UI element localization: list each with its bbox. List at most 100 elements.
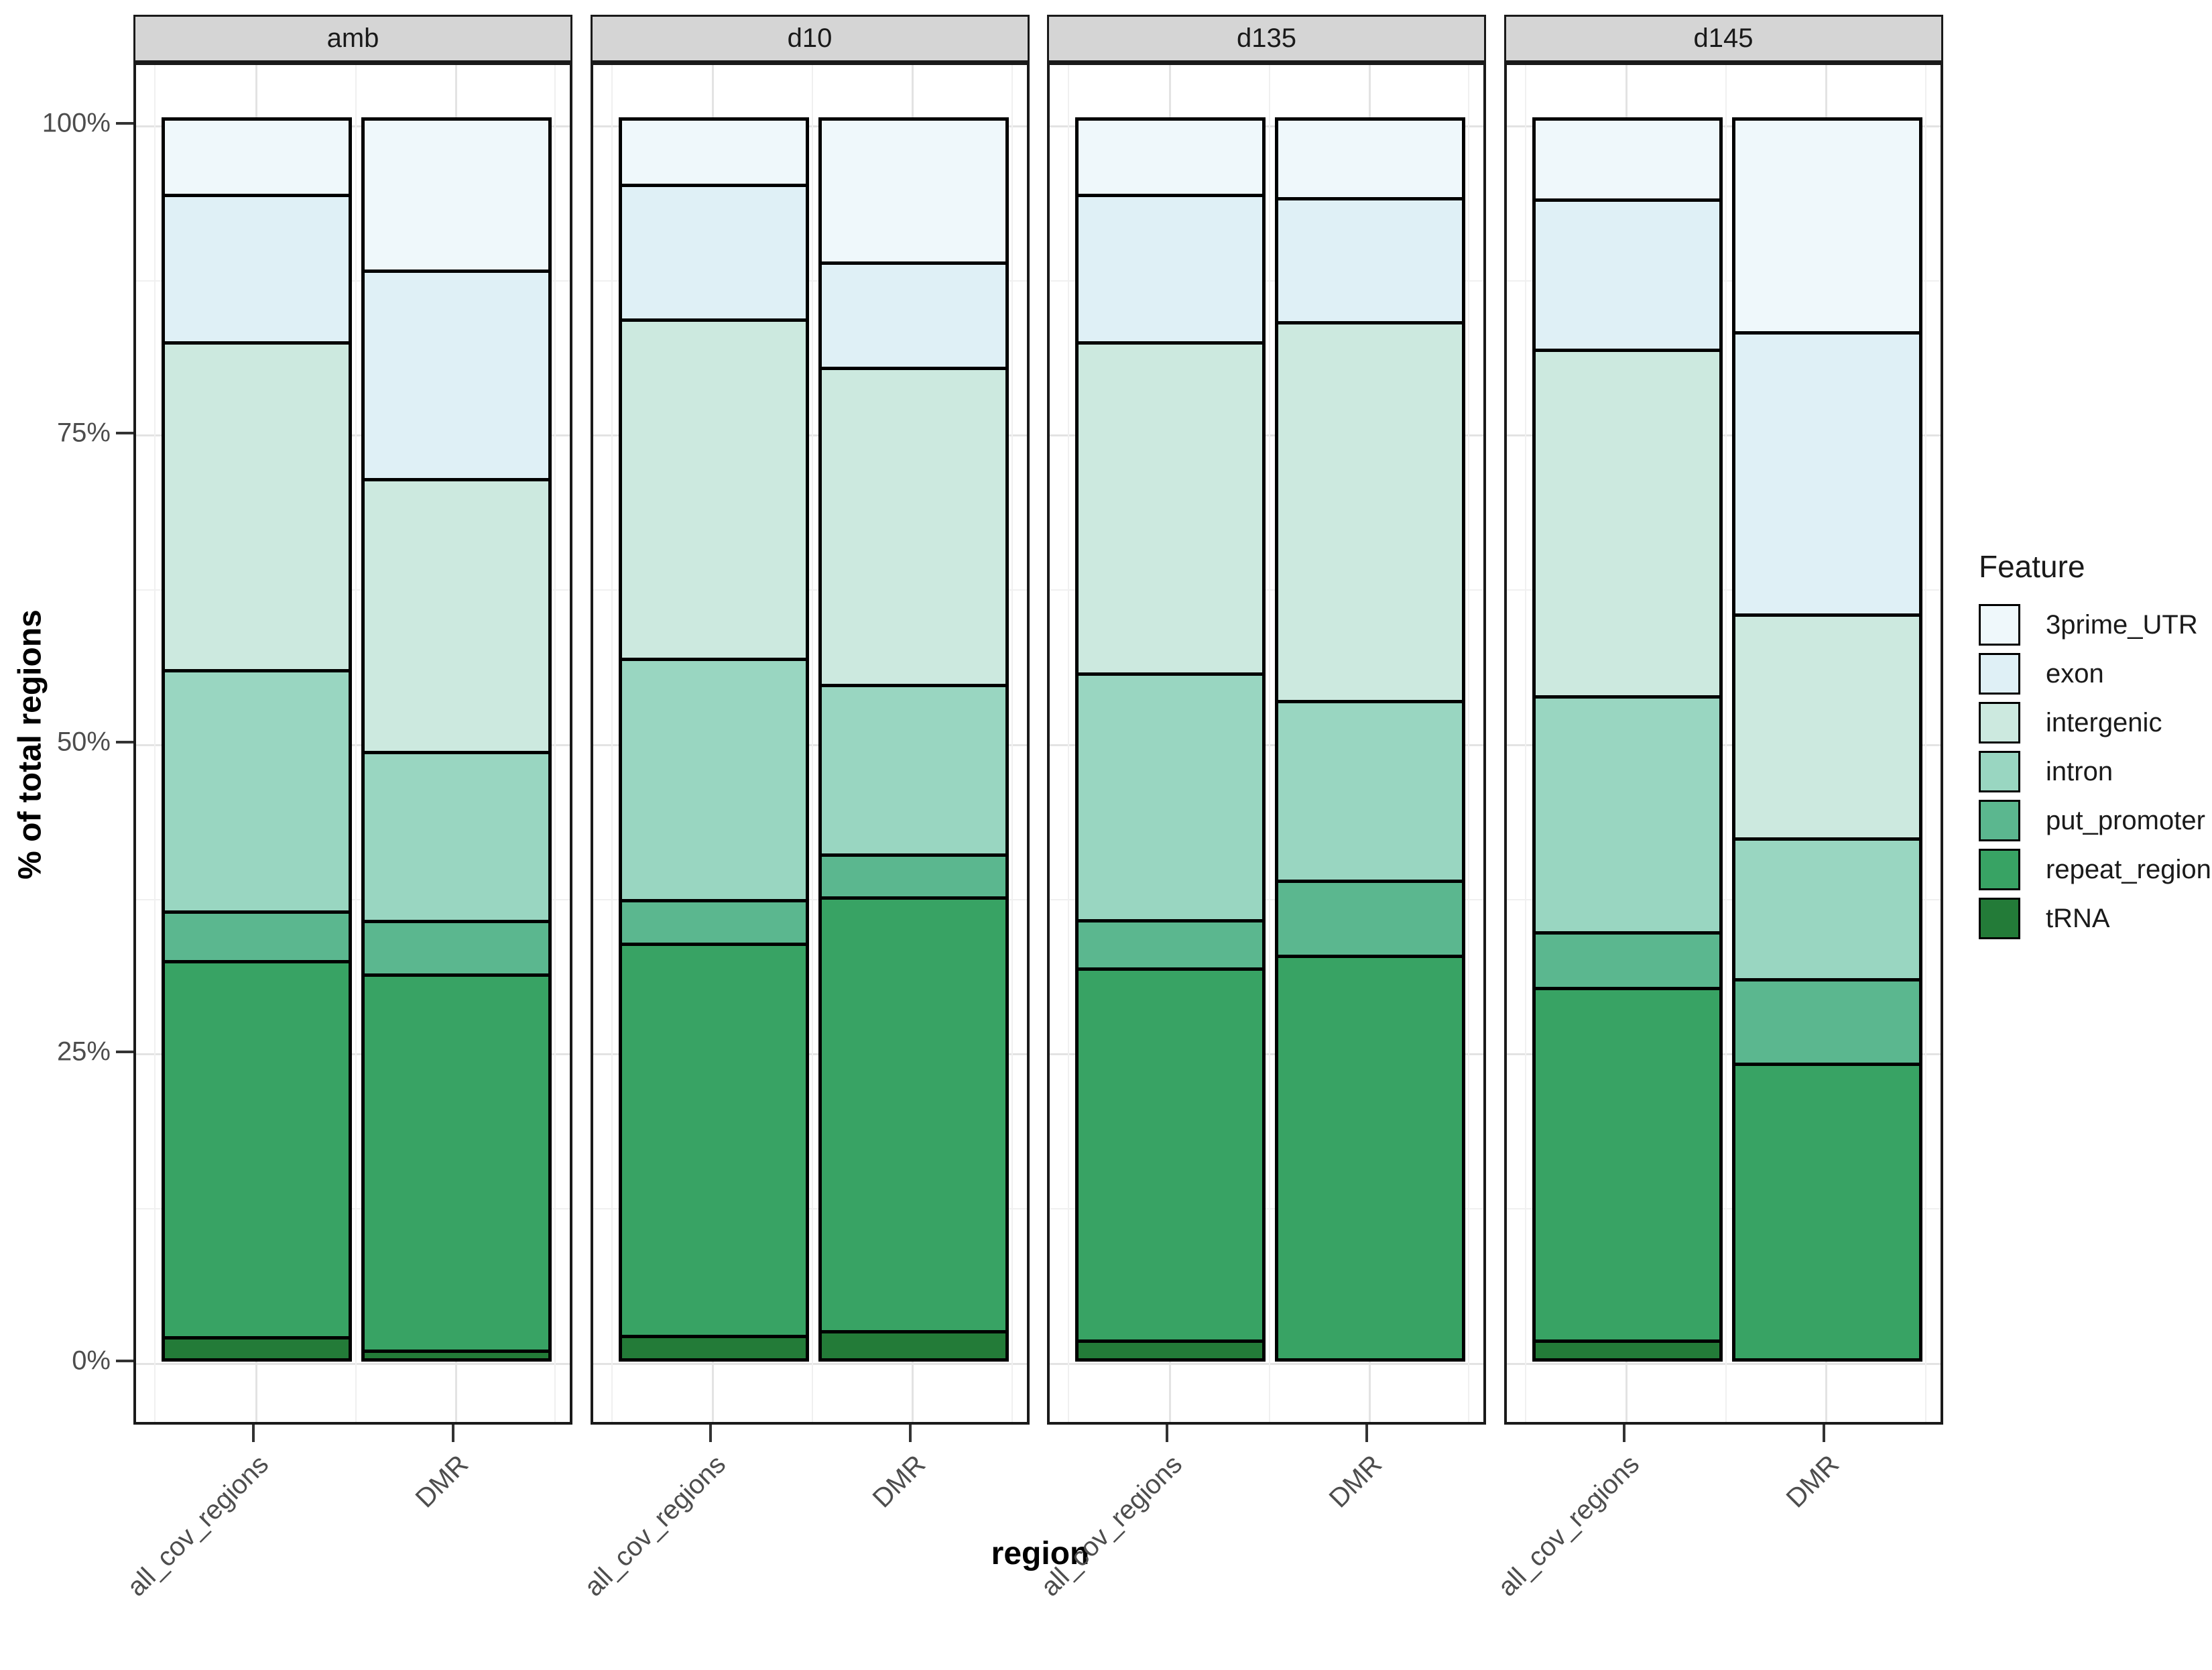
bar-segment-intergenic	[1278, 321, 1462, 700]
bar-segment-exon	[165, 193, 349, 341]
gridline-minor-vertical	[812, 65, 813, 1422]
gridline-minor-vertical	[554, 65, 556, 1422]
bar-segment-exon	[1735, 331, 1919, 613]
gridline-minor-vertical	[1725, 65, 1727, 1422]
gridline-major-horizontal	[1050, 743, 1483, 746]
bar-segment-put_promoter	[821, 853, 1005, 897]
bar-segment-exon	[821, 261, 1005, 367]
legend-label: 3prime_UTR	[2046, 609, 2198, 640]
x-axis-tick-mark	[452, 1425, 454, 1442]
bar-segment-intergenic	[365, 478, 548, 751]
bar-segment-tRNA	[365, 1350, 548, 1358]
legend-swatch-exon	[1979, 653, 2020, 695]
gridline-minor-horizontal	[1506, 898, 1941, 900]
facet-strip-label: d135	[1237, 23, 1296, 53]
legend-key: 3prime_UTR	[1979, 603, 2211, 646]
gridline-minor-vertical	[1068, 65, 1069, 1422]
bar-segment-tRNA	[821, 1329, 1005, 1358]
facet-panel	[133, 62, 572, 1425]
bar-segment-put_promoter	[621, 899, 806, 943]
bar-segment-intron	[1535, 695, 1719, 932]
gridline-minor-horizontal	[593, 898, 1027, 900]
x-axis-tick-mark	[1365, 1425, 1368, 1442]
gridline-major-horizontal	[593, 434, 1027, 436]
bar-segment-intron	[365, 750, 548, 920]
bar-segment-3prime_UTR	[365, 121, 548, 270]
y-axis-tick-mark	[116, 431, 133, 434]
legend-swatch-intron	[1979, 751, 2020, 792]
gridline-major-horizontal	[593, 1053, 1027, 1055]
facet-panel	[1047, 62, 1486, 1425]
gridline-major-horizontal	[136, 125, 570, 127]
gridline-minor-vertical	[154, 65, 156, 1422]
gridline-minor-vertical	[1524, 65, 1526, 1422]
gridline-major-horizontal	[1506, 434, 1941, 436]
gridline-minor-horizontal	[1050, 589, 1483, 591]
gridline-minor-vertical	[355, 65, 357, 1422]
y-axis-tick-mark	[116, 1360, 133, 1362]
legend-key: exon	[1979, 652, 2211, 695]
bar-segment-exon	[1278, 197, 1462, 322]
gridline-minor-horizontal	[593, 280, 1027, 282]
stacked-bar	[1731, 117, 1922, 1362]
bar-segment-tRNA	[1535, 1339, 1719, 1358]
y-axis-tick-mark	[116, 1050, 133, 1053]
bar-segment-3prime_UTR	[1278, 121, 1462, 198]
y-axis-tick-label: 50%	[56, 727, 111, 757]
stacked-bar-chart-figure: % of total regions region 0% 25% 50% 75% 100…	[12, 15, 2211, 1602]
y-axis-tick-label: 100%	[42, 108, 111, 138]
bar-segment-intron	[1278, 699, 1462, 880]
bar-segment-tRNA	[1079, 1339, 1262, 1358]
gridline-major-horizontal	[593, 1362, 1027, 1365]
bar-segment-repeat_region	[1535, 987, 1719, 1340]
legend-key: intergenic	[1979, 701, 2211, 744]
gridline-minor-horizontal	[593, 589, 1027, 591]
facet-strip: d145	[1503, 15, 1943, 62]
y-axis-tick-mark	[116, 741, 133, 743]
facet-strip-label: amb	[326, 23, 379, 53]
stacked-bar	[162, 117, 352, 1362]
bar-segment-put_promoter	[1278, 879, 1462, 955]
legend-swatch-repeat_region	[1979, 849, 2020, 890]
bar-segment-repeat_region	[821, 896, 1005, 1330]
bar-segment-intron	[165, 668, 349, 910]
gridline-minor-horizontal	[136, 280, 570, 282]
y-axis-tick-mark	[116, 122, 133, 125]
x-axis-tick-mark	[252, 1425, 255, 1442]
bar-segment-3prime_UTR	[821, 121, 1005, 262]
gridline-major-horizontal	[136, 1362, 570, 1365]
legend-key: intron	[1979, 750, 2211, 793]
legend-label: intron	[2046, 756, 2113, 786]
bar-segment-3prime_UTR	[621, 121, 806, 184]
gridline-minor-horizontal	[1506, 280, 1941, 282]
bar-segment-repeat_region	[621, 942, 806, 1335]
x-axis-tick-mark	[1166, 1425, 1168, 1442]
bar-segment-intron	[1735, 837, 1919, 979]
bar-segment-intergenic	[821, 367, 1005, 684]
bar-segment-intron	[821, 683, 1005, 853]
bar-segment-put_promoter	[1079, 918, 1262, 967]
gridline-minor-vertical	[1924, 65, 1926, 1422]
gridline-major-horizontal	[593, 743, 1027, 746]
bar-segment-intergenic	[1079, 341, 1262, 673]
stacked-bar	[618, 117, 809, 1362]
bar-segment-repeat_region	[1735, 1062, 1919, 1358]
x-axis-tick-label: DMR	[1780, 1449, 1845, 1514]
x-axis-tick-label: DMR	[410, 1449, 475, 1514]
bar-segment-repeat_region	[165, 959, 349, 1336]
gridline-major-horizontal	[136, 1053, 570, 1055]
legend-label: put_promoter	[2046, 805, 2205, 835]
gridline-major-horizontal	[1050, 125, 1483, 127]
bar-segment-3prime_UTR	[1735, 121, 1919, 331]
legend-swatch-put_promoter	[1979, 800, 2020, 841]
gridline-major-horizontal	[1050, 434, 1483, 436]
bar-segment-3prime_UTR	[1535, 121, 1719, 199]
legend: Feature 3prime_UTR exon intergenic intron pu…	[1979, 548, 2211, 946]
gridline-minor-vertical	[1268, 65, 1270, 1422]
gridline-minor-vertical	[1468, 65, 1469, 1422]
legend-label: tRNA	[2046, 903, 2110, 933]
facet-strip: d10	[590, 15, 1030, 62]
facet-strip-label: d145	[1693, 23, 1754, 53]
stacked-bar	[818, 117, 1009, 1362]
bar-segment-tRNA	[621, 1334, 806, 1358]
